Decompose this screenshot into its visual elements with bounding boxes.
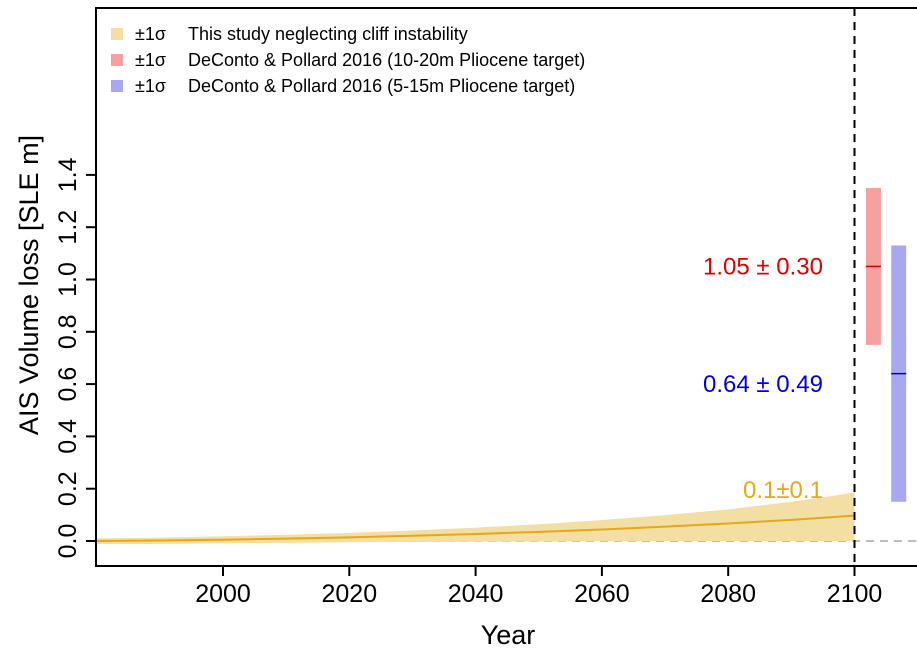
y-tick-label: 1.4	[54, 157, 82, 192]
y-tick-label: 1.0	[54, 262, 82, 297]
legend-label-0: This study neglecting cliff instability	[188, 24, 468, 44]
legend-swatch-0	[111, 28, 123, 40]
legend-symbol-2: ±1σ	[135, 76, 166, 96]
value-annotation-1: 0.64 ± 0.49	[703, 371, 823, 398]
legend-symbol-0: ±1σ	[135, 24, 166, 44]
legend-symbol-1: ±1σ	[135, 50, 166, 70]
x-axis-title: Year	[481, 620, 536, 650]
y-tick-label: 0.8	[54, 314, 82, 349]
x-tick-label: 2040	[448, 580, 504, 608]
y-axis-title: AIS Volume loss [SLE m]	[14, 135, 44, 435]
y-tick-label: 1.2	[54, 210, 82, 245]
legend-label-1: DeConto & Pollard 2016 (10-20m Pliocene …	[188, 50, 585, 70]
value-annotation-0: 1.05 ± 0.30	[703, 253, 823, 280]
y-tick-label: 0.6	[54, 367, 82, 402]
value-annotation-2: 0.1±0.1	[743, 477, 823, 504]
series-band-0	[96, 492, 855, 545]
legend-swatch-2	[111, 80, 123, 92]
y-tick-label: 0.4	[54, 419, 82, 454]
y-tick-label: 0.0	[54, 524, 82, 559]
x-tick-label: 2060	[574, 580, 630, 608]
x-tick-label: 2100	[827, 580, 883, 608]
series-mean-line-0	[96, 514, 855, 542]
x-tick-label: 2000	[195, 580, 251, 608]
legend-swatch-1	[111, 54, 123, 66]
legend-label-2: DeConto & Pollard 2016 (5-15m Pliocene t…	[188, 76, 575, 96]
plot-frame	[95, 7, 917, 567]
y-tick-label: 0.2	[54, 471, 82, 506]
x-tick-label: 2020	[321, 580, 377, 608]
x-tick-label: 2080	[700, 580, 756, 608]
